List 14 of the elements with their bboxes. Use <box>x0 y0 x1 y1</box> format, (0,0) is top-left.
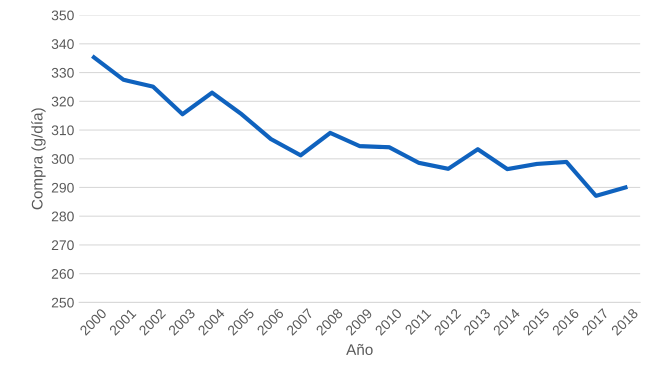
y-axis-title: Compra (g/día) <box>31 108 46 210</box>
y-tick-label: 340 <box>52 39 74 50</box>
y-tick-label: 280 <box>52 212 74 222</box>
y-tick-label: 270 <box>52 240 74 250</box>
y-tick-label: 260 <box>52 269 74 279</box>
y-tick-label: 330 <box>52 68 74 78</box>
x-axis-title: Año <box>346 344 373 356</box>
y-tick-label: 290 <box>52 182 74 193</box>
y-tick-label: 310 <box>52 125 74 136</box>
line-series <box>92 55 628 198</box>
y-tick-label: 350 <box>52 10 74 20</box>
y-tick-label: 250 <box>52 298 74 308</box>
y-tick-label: 300 <box>52 154 74 164</box>
y-tick-label: 320 <box>52 96 74 106</box>
